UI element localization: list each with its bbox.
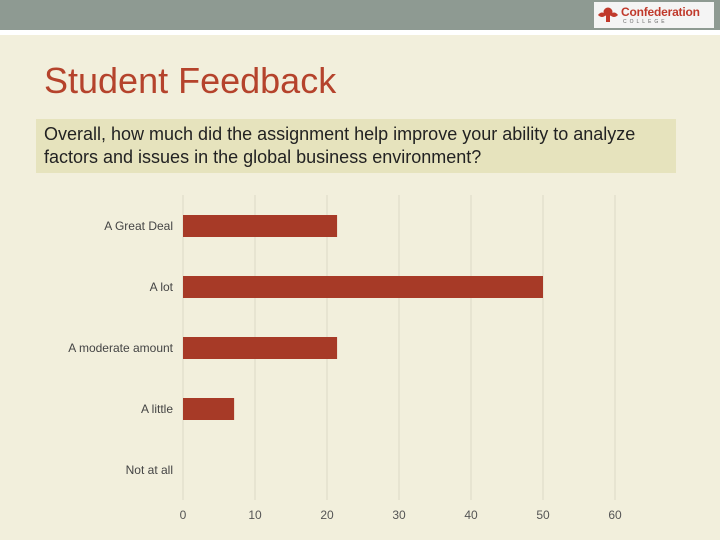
x-tick-label: 0: [180, 508, 187, 522]
college-logo: Confederation COLLEGE: [594, 2, 714, 28]
category-label: A Great Deal: [104, 219, 173, 233]
chart-bars: [183, 215, 543, 420]
category-label: A lot: [150, 280, 174, 294]
category-label: Not at all: [126, 463, 173, 477]
bar: [183, 337, 338, 359]
x-tick-label: 30: [392, 508, 406, 522]
survey-question: Overall, how much did the assignment hel…: [36, 119, 676, 173]
x-tick-label: 40: [464, 508, 478, 522]
logo-subtitle: COLLEGE: [623, 19, 668, 25]
x-tick-label: 20: [320, 508, 334, 522]
x-tick-label: 10: [248, 508, 262, 522]
banner-divider: [0, 30, 720, 35]
bar: [183, 276, 543, 298]
logo-name: Confederation: [621, 5, 700, 19]
x-tick-label: 50: [536, 508, 550, 522]
category-label: A moderate amount: [68, 341, 173, 355]
feedback-bar-chart: A Great Deal A lot A moderate amount A litt…: [68, 195, 622, 522]
category-label: A little: [141, 402, 173, 416]
chart-category-labels: A Great Deal A lot A moderate amount A litt…: [68, 219, 173, 477]
chart-x-tick-labels: 0 10 20 30 40 50 60: [180, 508, 622, 522]
bar: [183, 215, 338, 237]
page-title: Student Feedback: [44, 60, 337, 101]
x-tick-label: 60: [608, 508, 622, 522]
bar: [183, 398, 235, 420]
logo-icon: [598, 7, 618, 22]
